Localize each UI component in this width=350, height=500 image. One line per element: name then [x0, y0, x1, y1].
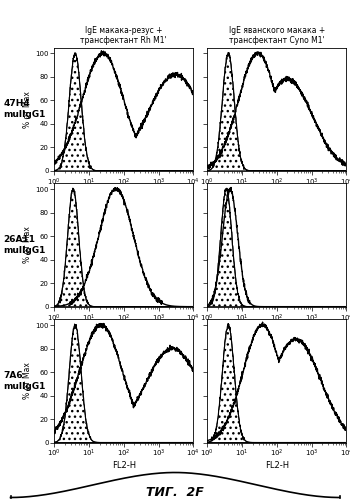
X-axis label: FL2-H: FL2-H	[265, 325, 289, 334]
X-axis label: FL2-H: FL2-H	[265, 460, 289, 469]
Y-axis label: % от Max: % от Max	[23, 90, 33, 128]
X-axis label: FL2-H: FL2-H	[112, 460, 136, 469]
Y-axis label: % от Max: % от Max	[23, 226, 33, 264]
X-axis label: FL2-H: FL2-H	[112, 325, 136, 334]
Text: ΤИГ.  2F: ΤИГ. 2F	[146, 486, 204, 500]
Text: IgE яванского макака +
трансфектант Cyno M1': IgE яванского макака + трансфектант Cyno…	[229, 26, 325, 45]
Text: 26A11
mulIgG1: 26A11 mulIgG1	[4, 236, 46, 255]
Text: 47H4
mulIgG1: 47H4 mulIgG1	[4, 100, 46, 119]
Text: IgE макака-резус +
трансфектант Rh M1': IgE макака-резус + трансфектант Rh M1'	[80, 26, 167, 45]
Y-axis label: % от Max: % от Max	[23, 362, 33, 400]
X-axis label: FL2-H: FL2-H	[265, 189, 289, 198]
Text: 7A6
mulIgG1: 7A6 mulIgG1	[4, 371, 46, 390]
X-axis label: FL2-H: FL2-H	[112, 189, 136, 198]
